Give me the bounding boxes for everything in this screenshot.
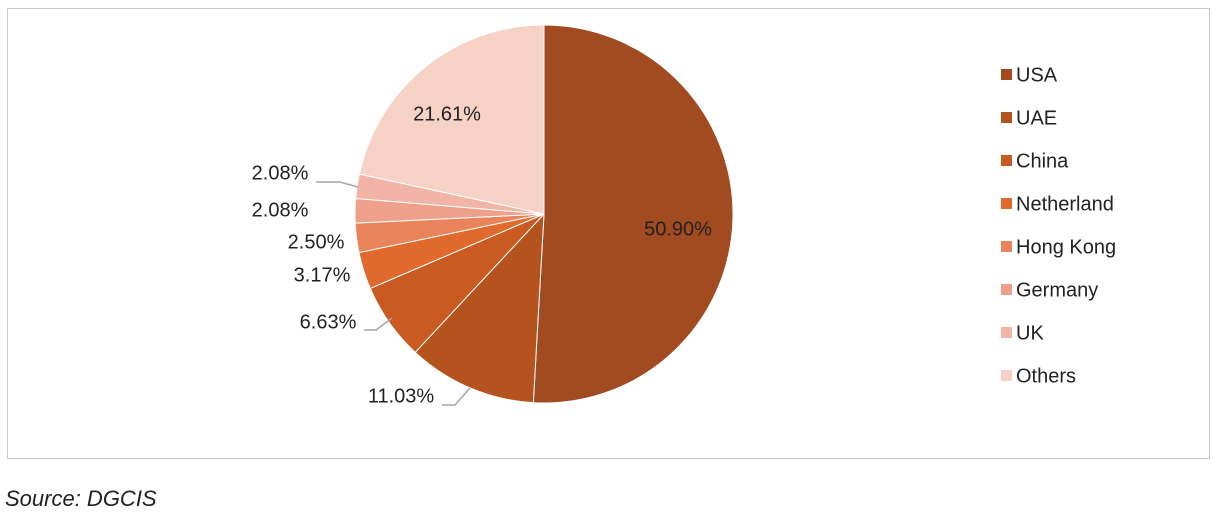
legend-label: USA [1016,64,1058,86]
legend-swatch [1001,284,1012,295]
data-label: 2.08% [252,199,309,221]
pie-slice [358,24,545,215]
data-label: 6.63% [300,311,357,333]
legend-label: UK [1016,322,1044,344]
legend-swatch [1001,112,1012,123]
legend-label: Hong Kong [1016,236,1116,258]
data-label: 2.08% [252,162,309,184]
legend-swatch [1001,155,1012,166]
data-label: 50.90% [644,218,712,240]
legend-label: Netherland [1016,193,1114,215]
data-label: 3.17% [294,264,351,286]
data-label: 11.03% [368,385,435,407]
legend-swatch [1001,370,1012,381]
data-label: 2.50% [288,231,345,253]
legend-swatch [1001,327,1012,338]
data-label: 21.61% [413,103,481,125]
source-note: Source: DGCIS [5,486,157,511]
leader-line [364,317,393,331]
legend-label: China [1016,150,1069,172]
legend-label: Germany [1016,279,1098,301]
pie-slice [414,212,545,404]
leader-line [442,387,471,406]
pie-slice [532,24,734,404]
leader-line [316,181,359,188]
legend-swatch [1001,69,1012,80]
legend-swatch [1001,241,1012,252]
legend-label: Others [1016,365,1076,387]
legend-label: UAE [1016,107,1057,129]
legend-swatch [1001,198,1012,209]
